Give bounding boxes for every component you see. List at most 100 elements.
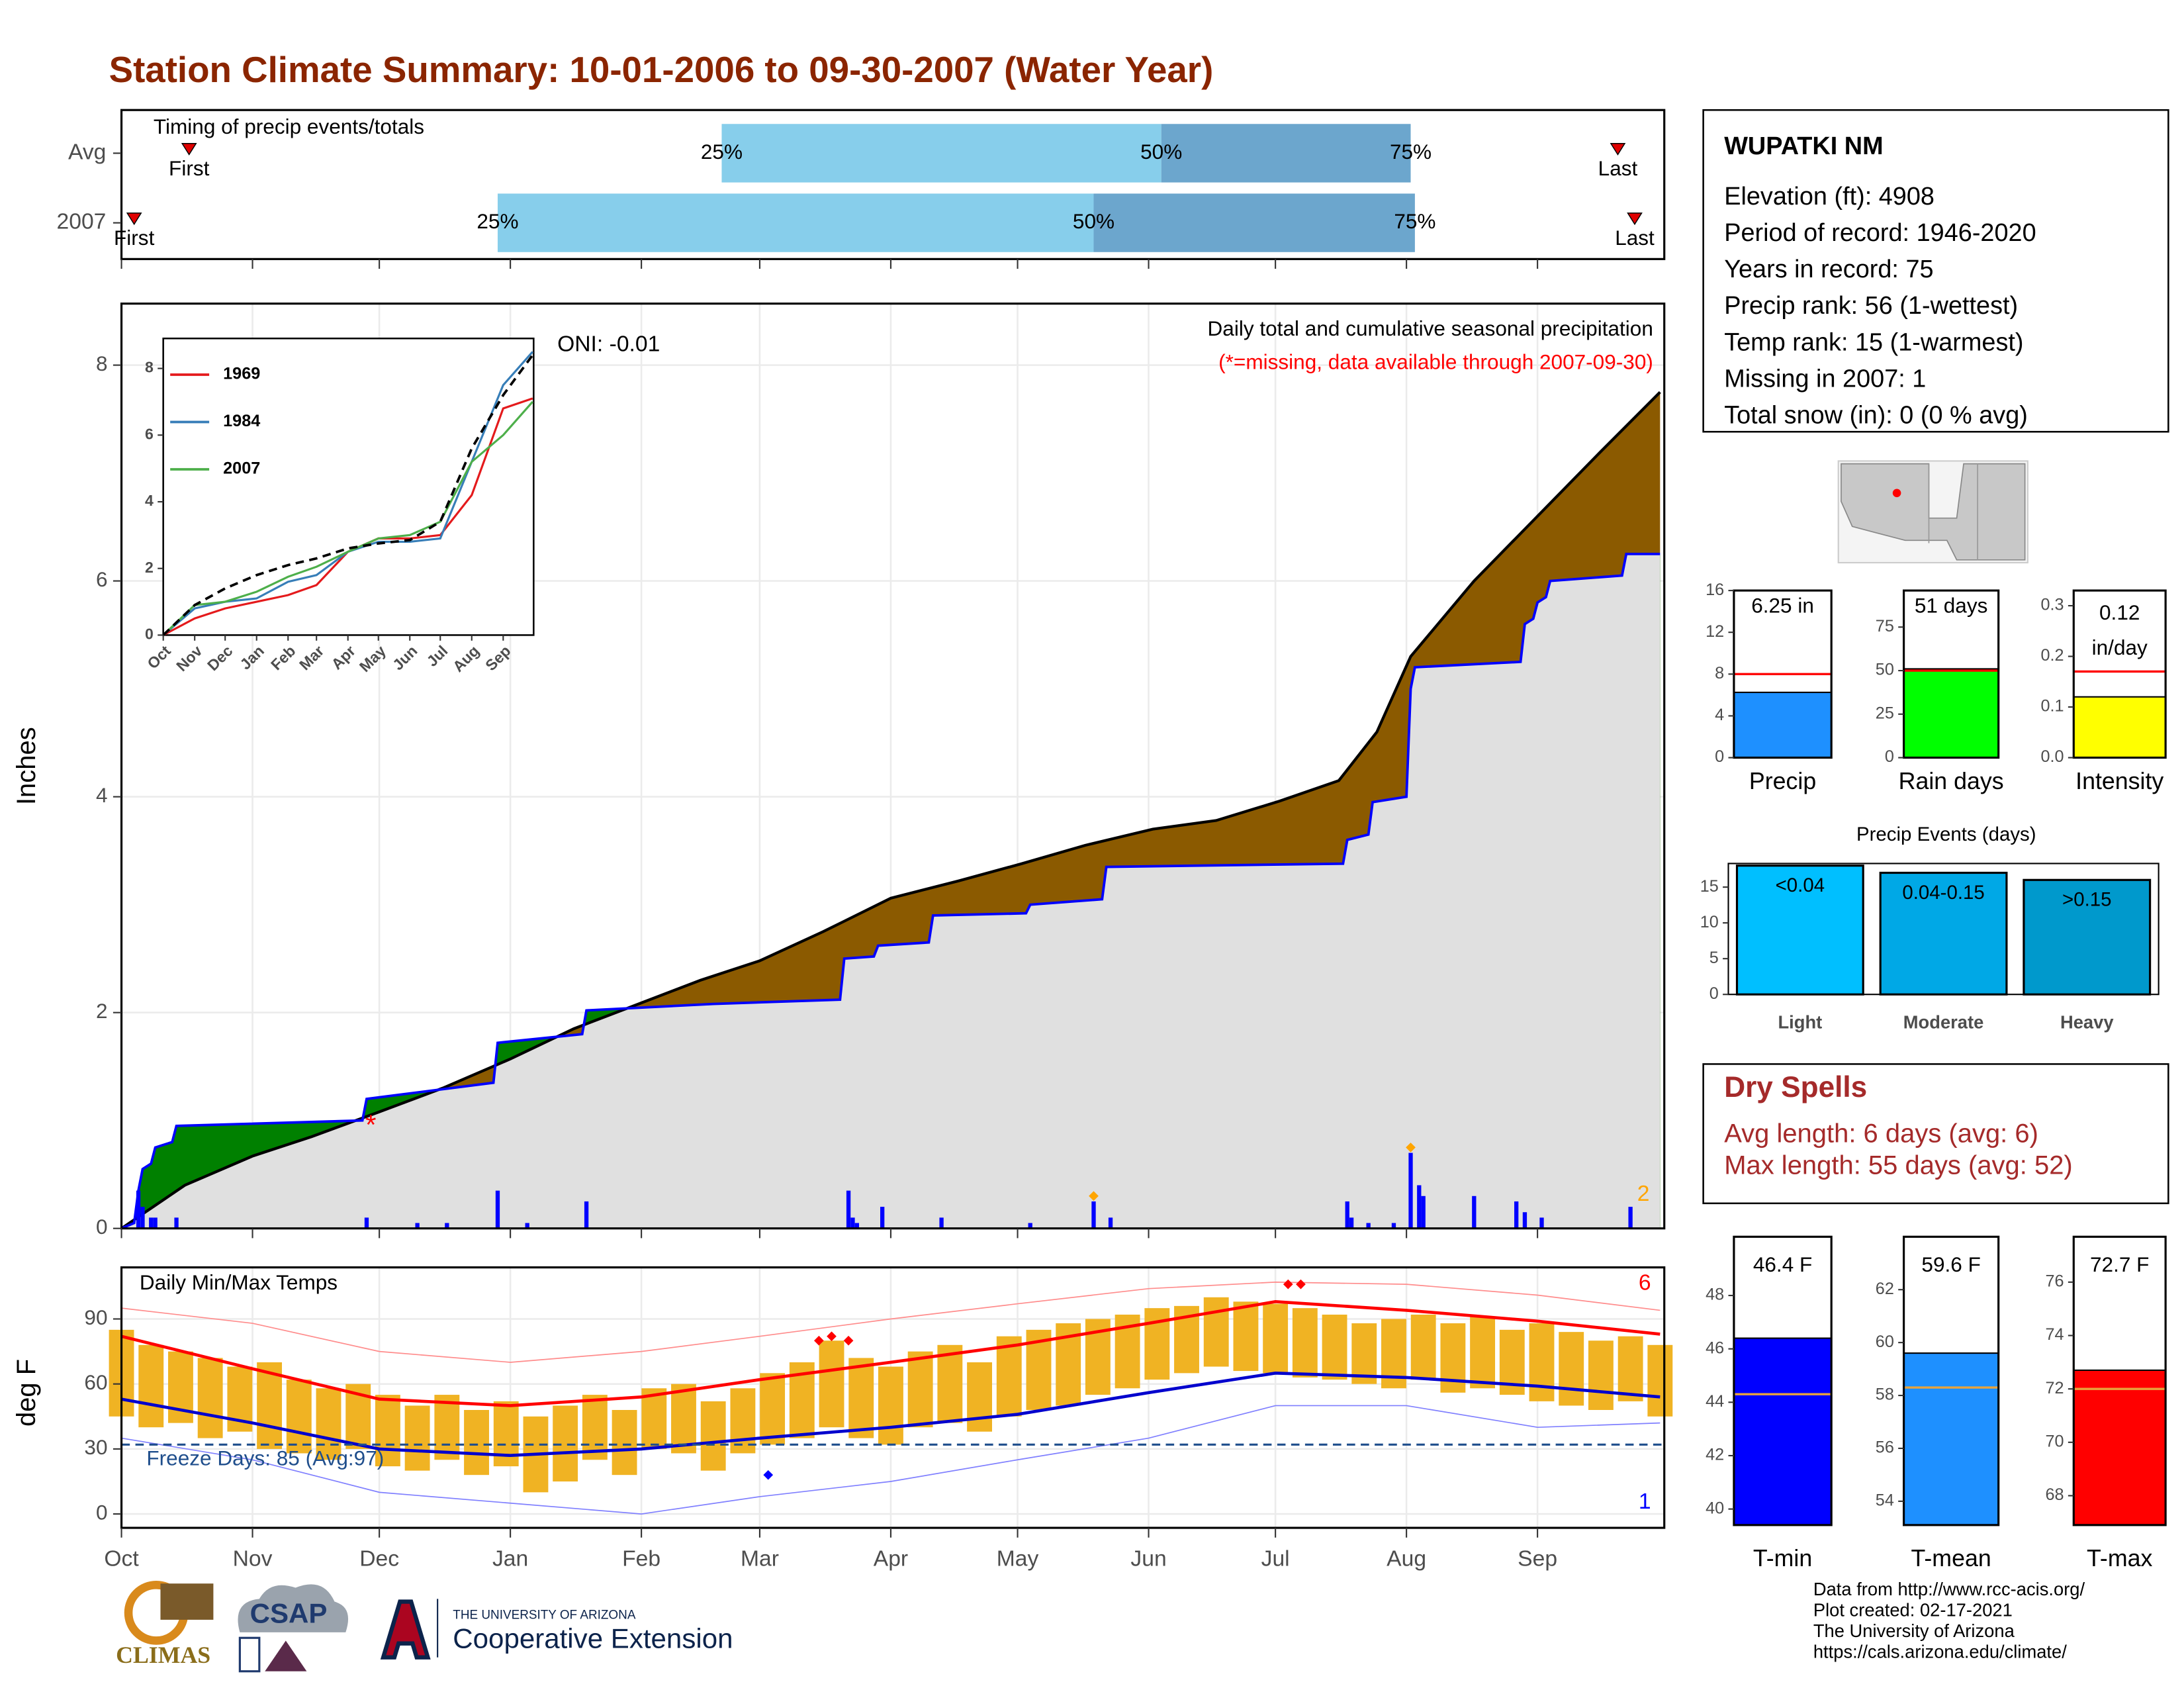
daily-bar xyxy=(1628,1207,1633,1229)
daily-bar xyxy=(445,1223,449,1229)
daily-bar xyxy=(584,1201,589,1229)
inset-y-tick-label: 4 xyxy=(145,492,154,509)
y-tick-label: 50 xyxy=(1876,661,1894,679)
temp-range-bar xyxy=(375,1395,400,1467)
x-tick-label: Aug xyxy=(1387,1546,1426,1571)
record-high-count: 6 xyxy=(1639,1271,1651,1295)
daily-bar xyxy=(1514,1201,1519,1229)
event-marker xyxy=(181,142,197,156)
percent-label: 75% xyxy=(1394,209,1435,233)
y-tick-label: 68 xyxy=(2045,1485,2064,1504)
station-line: Years in record: 75 xyxy=(1724,256,1933,283)
y-tick-label: 0 xyxy=(96,1215,108,1239)
temp-range-bar xyxy=(1470,1317,1496,1389)
y-tick-label: 0.2 xyxy=(2040,646,2064,665)
event-label: First xyxy=(169,156,210,180)
temp-range-bar xyxy=(1263,1303,1289,1374)
y-tick-label: 44 xyxy=(1706,1392,1724,1411)
y-tick-label: 60 xyxy=(84,1370,107,1394)
inset-line xyxy=(162,400,533,636)
x-tick-label: Apr xyxy=(874,1546,908,1571)
station-lines: Elevation (ft): 4908 Period of record: 19… xyxy=(1724,183,2036,430)
temp-range-bar xyxy=(434,1395,460,1460)
y-tick-label: 30 xyxy=(84,1435,107,1459)
x-tick-label: Sep xyxy=(1518,1546,1557,1571)
bar xyxy=(1733,1337,1833,1526)
y-tick-label: 58 xyxy=(1876,1385,1894,1404)
x-tick-label: Heavy xyxy=(2060,1012,2114,1033)
bin-label: <0.04 xyxy=(1776,874,1825,896)
bar xyxy=(1903,1352,1999,1526)
x-tick-label: May xyxy=(997,1546,1039,1571)
x-tick-label: Nov xyxy=(233,1546,273,1571)
record-point xyxy=(1283,1279,1293,1289)
station-location xyxy=(1892,489,1901,498)
y-tick-label: 0 xyxy=(1715,747,1724,766)
chart-title: T-min xyxy=(1753,1545,1812,1571)
record-low-count: 1 xyxy=(1639,1489,1651,1514)
percent-label: 25% xyxy=(477,209,518,233)
common-area xyxy=(121,553,1661,1229)
temp-range-bar xyxy=(464,1409,489,1476)
panel-title: Daily Min/Max Temps xyxy=(140,1270,338,1294)
temp-range-bar xyxy=(1559,1332,1584,1406)
station-line: Missing in 2007: 1 xyxy=(1724,365,1926,393)
daily-bar xyxy=(1345,1201,1349,1229)
event-marker xyxy=(1627,212,1643,226)
quartile-bar xyxy=(721,124,1161,183)
y-tick-label: 0 xyxy=(1885,747,1894,766)
average-line xyxy=(120,391,1661,1230)
temp-range-bar xyxy=(1233,1301,1259,1372)
daily-bar xyxy=(1028,1223,1032,1229)
temp-range-bar xyxy=(730,1388,756,1454)
percent-label: 50% xyxy=(1073,209,1115,233)
record-point xyxy=(843,1335,854,1346)
temp-range-bar xyxy=(760,1373,786,1445)
temp-range-bar xyxy=(1529,1323,1555,1401)
avg-max-line xyxy=(120,1299,1661,1407)
panel-frame xyxy=(120,1266,1666,1529)
y-tick-label: 46 xyxy=(1706,1338,1724,1357)
panel-frame xyxy=(120,303,1666,1230)
bar xyxy=(1903,668,1999,759)
footer-line: Data from http://www.rcc-acis.org/ xyxy=(1813,1579,2085,1599)
university-name: THE UNIVERSITY OF ARIZONA xyxy=(453,1609,636,1622)
x-tick-label: Jan xyxy=(492,1546,528,1571)
temp-range-bar xyxy=(1410,1314,1436,1380)
y-tick-label: 5 xyxy=(1709,949,1719,967)
station-name: WUPATKI NM xyxy=(1724,132,1883,160)
x-tick-label: Feb xyxy=(622,1546,660,1571)
inset-y-tick-label: 6 xyxy=(145,425,154,442)
daily-bar xyxy=(364,1217,369,1229)
daily-bar xyxy=(149,1217,154,1229)
y-tick-label: 0.3 xyxy=(2040,596,2064,614)
daily-bar xyxy=(1417,1185,1422,1229)
inset-frame xyxy=(162,338,535,636)
temp-range-bar xyxy=(1203,1297,1229,1367)
event-label: Last xyxy=(1615,226,1655,250)
annotation-note: (*=missing, data available through 2007-… xyxy=(1218,350,1653,373)
temp-range-bar xyxy=(1617,1336,1643,1401)
daily-bar xyxy=(495,1190,500,1229)
daily-bar xyxy=(1349,1217,1354,1229)
y-tick-label: 10 xyxy=(1700,913,1719,931)
dry-spells-title: Dry Spells xyxy=(1724,1071,1867,1103)
event-marker xyxy=(1610,142,1626,156)
row-label: Avg xyxy=(68,140,106,164)
daily-bar xyxy=(1091,1201,1096,1229)
y-tick-label: 74 xyxy=(2045,1325,2064,1344)
temp-range-bar xyxy=(878,1366,903,1445)
y-tick-label: 54 xyxy=(1876,1491,1894,1510)
temp-range-bar xyxy=(641,1388,667,1449)
temp-range-bar xyxy=(1292,1308,1318,1378)
avg-min-line xyxy=(121,1372,1661,1458)
panel-frame xyxy=(2072,1235,2167,1526)
footer-line: https://cals.arizona.edu/climate/ xyxy=(1813,1642,2067,1662)
quartile-bar xyxy=(1161,124,1411,183)
y-tick-label: 15 xyxy=(1700,877,1719,896)
daily-bar xyxy=(174,1217,179,1229)
freeze-label: Freeze Days: 85 (Avg:97) xyxy=(146,1446,384,1470)
row-label: 2007 xyxy=(57,210,107,234)
y-tick-label: 90 xyxy=(84,1305,107,1329)
